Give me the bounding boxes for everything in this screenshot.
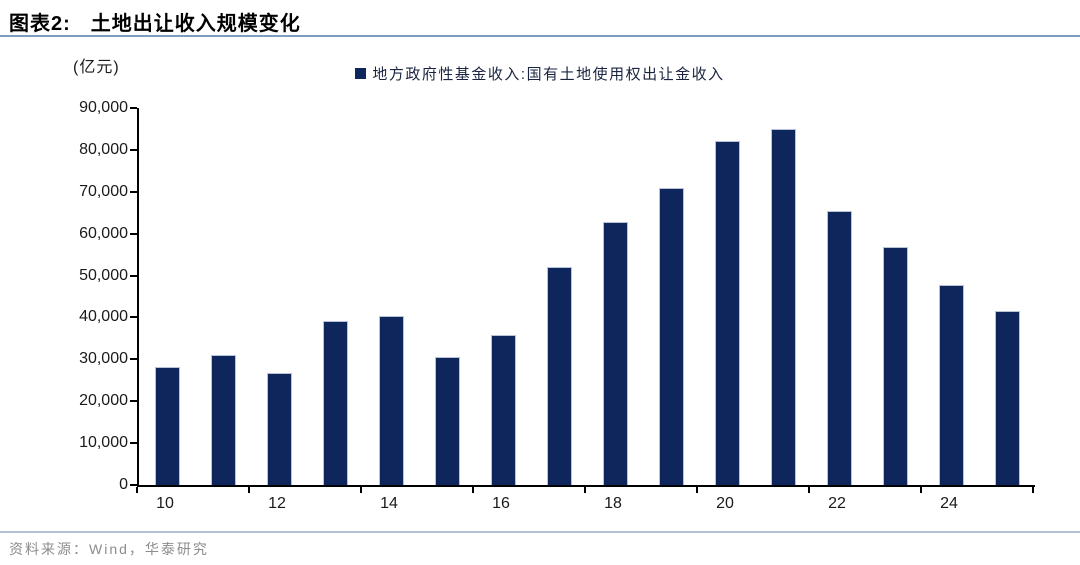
y-axis-label: 80,000 [79,140,128,158]
y-axis-labels: 0 10,000 20,000 30,000 40,000 50,000 60,000 70,… [58,99,128,493]
y-axis-label: 70,000 [79,182,128,200]
y-axis-label: 60,000 [79,224,128,242]
y-axis-tick [130,274,137,277]
y-axis-label: 50,000 [79,266,128,284]
bar-13 [322,320,348,485]
x-axis-tick [248,487,250,493]
y-axis-tick [130,484,137,486]
bar-22 [826,211,852,485]
y-axis-ticks [130,107,137,486]
x-axis-tick [1032,487,1034,493]
x-axis-tick [808,487,810,493]
bar-slot [755,108,811,485]
bar-12 [266,372,292,485]
y-axis-tick [130,232,137,235]
x-axis-tick [696,487,698,493]
y-axis-tick [130,358,137,361]
bar-slot [363,108,419,485]
x-axis-label: 24 [940,495,958,512]
bar-23 [882,247,908,485]
bar-15 [434,357,460,485]
bar-slot [251,108,307,485]
y-axis-label: 0 [119,476,128,493]
y-axis-tick [130,316,137,319]
bar-slot [531,108,587,485]
page-title: 土地出让收入规模变化 [90,13,301,35]
y-axis-label: 40,000 [79,308,128,326]
legend-label: 地方政府性基金收入:国有土地使用权出让金收入 [372,66,725,83]
bar-slot [923,108,979,485]
title-rule [0,35,1080,37]
x-axis-label: 12 [268,495,286,512]
bar-19 [658,187,684,485]
y-axis-label: 90,000 [79,99,128,116]
legend: 地方政府性基金收入:国有土地使用权出让金收入 [0,63,1080,84]
y-axis-label: 20,000 [79,392,128,410]
bar-slot [643,108,699,485]
bar-11 [210,355,236,485]
x-axis-label: 22 [828,495,846,512]
y-axis-label: 10,000 [79,434,128,452]
x-axis-label: 10 [156,495,174,512]
bar-slot [419,108,475,485]
bar-20 [714,140,740,485]
bar-10 [154,366,180,485]
bars [139,108,1035,485]
x-axis-tick [584,487,586,493]
bar-slot [979,108,1035,485]
plot-area [137,108,1035,487]
x-axis-ticks [136,487,1034,494]
x-axis-label: 18 [604,495,622,512]
x-axis-label: 20 [716,495,734,512]
bar-17 [546,267,572,485]
bar-25 [994,311,1020,485]
x-axis-label: 16 [492,495,510,512]
y-axis-label: 30,000 [79,350,128,368]
x-axis-labels: 10 12 14 16 18 20 22 24 [137,495,1033,515]
bar-21 [770,128,796,485]
chart-header: 图表2: 土地出让收入规模变化 [9,7,301,36]
bar-slot [195,108,251,485]
bar-slot [587,108,643,485]
y-axis-tick [130,442,137,445]
x-axis-tick [472,487,474,493]
figure-label: 图表2: [9,13,71,35]
x-axis-tick [360,487,362,493]
bar-18 [602,221,628,485]
bar-slot [307,108,363,485]
y-axis-tick [130,107,137,109]
bar-24 [938,285,964,485]
bar-16 [490,335,516,485]
x-axis-tick [920,487,922,493]
x-axis-label: 14 [380,495,398,512]
y-axis-unit-label: (亿元) [73,59,120,76]
bar-slot [699,108,755,485]
y-axis-tick [130,148,137,151]
y-axis-tick [130,400,137,403]
source-text: 资料来源：Wind，华泰研究 [9,541,209,557]
x-axis-tick [136,487,138,493]
bar-slot [811,108,867,485]
bar-slot [867,108,923,485]
source-rule [0,531,1080,533]
bar-14 [378,315,404,485]
bar-slot [139,108,195,485]
legend-marker-icon [355,68,367,79]
bar-slot [475,108,531,485]
y-axis-tick [130,190,137,193]
